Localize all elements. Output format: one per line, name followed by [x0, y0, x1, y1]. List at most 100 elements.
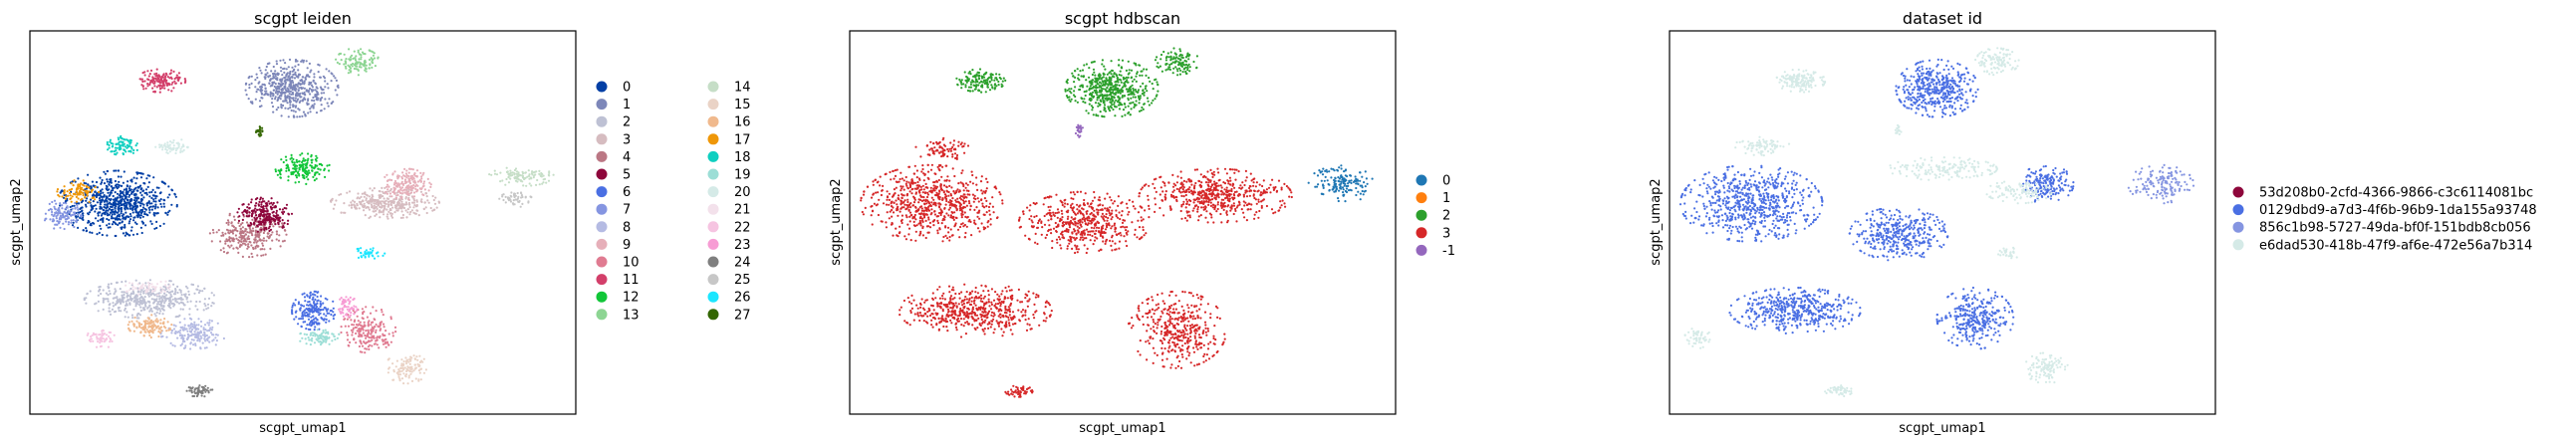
scatter-point	[239, 227, 242, 230]
scatter-point	[102, 191, 105, 194]
scatter-point	[315, 171, 318, 174]
scatter-point	[102, 297, 105, 300]
scatter-point	[114, 288, 117, 291]
scatter-point	[129, 229, 132, 232]
scatter-point	[242, 232, 245, 235]
scatter-point	[333, 314, 337, 317]
legend-label: 17	[734, 132, 751, 147]
scatter-point	[158, 224, 161, 228]
scatter-point	[333, 75, 336, 78]
scatter-point	[403, 366, 406, 369]
scatter-point	[170, 332, 173, 334]
scatter-point	[171, 290, 174, 293]
scatter-point	[532, 176, 535, 179]
scatter-point	[241, 218, 244, 221]
scatter-point	[246, 247, 249, 250]
scatter-point	[99, 199, 102, 202]
scatter-point	[162, 84, 165, 88]
scatter-point	[126, 138, 129, 141]
scatter-point	[382, 195, 385, 198]
legend-label: 14	[734, 81, 751, 96]
scatter-point	[133, 295, 136, 298]
scatter-point	[150, 298, 153, 301]
scatter-point	[422, 180, 426, 183]
scatter-point	[401, 213, 404, 217]
scatter-point	[176, 331, 179, 333]
scatter-point	[280, 81, 283, 84]
scatter-point	[190, 328, 194, 332]
scatter-point	[139, 291, 142, 294]
scatter-point	[165, 294, 168, 297]
scatter-point	[165, 330, 168, 332]
scatter-point	[321, 97, 324, 100]
scatter-point	[197, 318, 200, 321]
scatter-point	[149, 69, 153, 72]
scatter-point	[95, 180, 99, 184]
scatter-point	[309, 108, 312, 111]
scatter-point	[323, 92, 326, 95]
scatter-point	[198, 384, 201, 387]
scatter-point	[140, 194, 143, 197]
scatter-point	[111, 205, 114, 209]
scatter-point	[411, 168, 414, 171]
scatter-point	[108, 143, 111, 146]
scatter-point	[86, 194, 89, 197]
scatter-point	[374, 65, 377, 68]
legend-item: 0	[596, 81, 631, 96]
scatter-point	[269, 247, 272, 250]
scatter-point	[121, 197, 124, 200]
scatter-point	[134, 210, 137, 213]
scatter-point	[257, 234, 260, 237]
scatter-point	[312, 105, 315, 108]
scatter-point	[313, 76, 316, 79]
scatter-point	[377, 199, 380, 202]
scatter-point	[297, 69, 300, 72]
scatter-point	[178, 289, 181, 292]
scatter-point	[130, 282, 133, 285]
scatter-point	[95, 345, 99, 348]
scatter-point	[357, 256, 361, 259]
scatter-point	[367, 329, 370, 332]
scatter-point	[268, 235, 271, 238]
scatter-point	[422, 371, 426, 374]
scatter-point	[357, 334, 360, 337]
scatter-point	[129, 188, 132, 191]
scatter-point	[174, 195, 177, 198]
legend-item: 16	[707, 115, 751, 130]
scatter-point	[386, 173, 388, 176]
scatter-point	[341, 300, 344, 304]
scatter-point	[311, 86, 314, 89]
scatter-point	[506, 170, 509, 173]
scatter-point	[189, 347, 192, 350]
scatter-point	[133, 221, 136, 224]
scatter-point	[509, 177, 512, 180]
scatter-point	[418, 354, 421, 357]
scatter-point	[139, 214, 142, 217]
scatter-point	[301, 174, 304, 177]
scatter-point	[347, 72, 350, 75]
scatter-point	[160, 330, 163, 332]
scatter-point	[386, 188, 389, 191]
scatter-point	[276, 87, 279, 90]
scatter-point	[353, 200, 357, 203]
legend-marker	[707, 81, 719, 93]
scatter-point	[137, 293, 140, 296]
scatter-point	[190, 391, 193, 394]
scatter-point	[108, 310, 111, 313]
scatter-point	[370, 203, 373, 206]
scatter-point	[112, 302, 115, 305]
scatter-point	[105, 292, 108, 295]
scatter-point	[111, 308, 114, 311]
scatter-point	[383, 197, 386, 200]
scatter-point	[245, 94, 248, 97]
scatter-point	[372, 255, 375, 258]
scatter-point	[281, 78, 284, 81]
scatter-point	[117, 223, 120, 226]
scatter-point	[75, 195, 78, 198]
scatter-point	[219, 240, 222, 243]
scatter-point	[360, 329, 363, 332]
scatter-point	[245, 228, 248, 231]
scatter-point	[320, 104, 323, 107]
scatter-point	[293, 68, 296, 71]
scatter-point	[355, 341, 358, 344]
